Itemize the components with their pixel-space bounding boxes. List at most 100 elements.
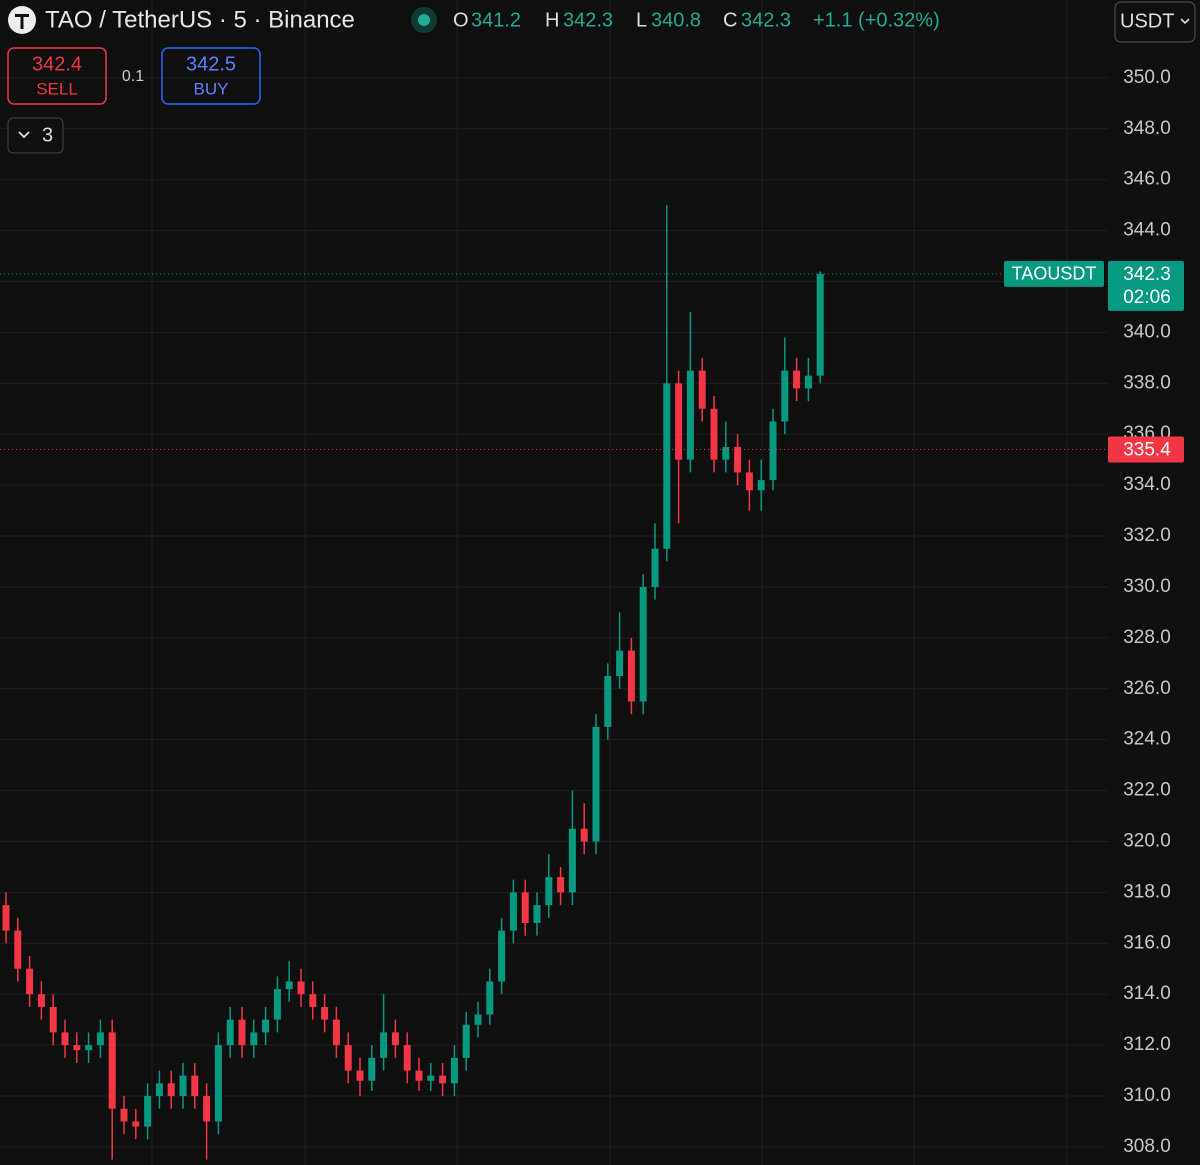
candle-body	[533, 905, 541, 923]
chevron	[18, 131, 30, 139]
candle-body	[49, 1006, 57, 1033]
candle-body	[380, 1032, 388, 1058]
candle-body	[816, 273, 824, 376]
candle-body	[368, 1057, 376, 1081]
chevron	[1180, 18, 1190, 25]
y-tick-label: 330.0	[1123, 576, 1171, 597]
candle-body	[745, 472, 753, 491]
candle-body	[439, 1075, 447, 1084]
candle-body	[321, 1006, 329, 1020]
sell-price[interactable]: 342.4	[32, 53, 82, 75]
candle-body	[2, 905, 10, 931]
y-tick-label: 338.0	[1123, 372, 1171, 393]
ohlc-label: O	[453, 9, 469, 31]
candle-body	[309, 994, 317, 1007]
sell-label[interactable]: SELL	[36, 79, 78, 98]
indicator-count[interactable]: 3	[42, 124, 53, 146]
candle-body	[663, 383, 671, 549]
symbol-tag-label: TAOUSDT	[1012, 264, 1097, 284]
candle-body	[14, 930, 22, 969]
indicators-toggle[interactable]	[7, 117, 64, 154]
candle-body	[415, 1070, 423, 1081]
candle-body	[120, 1108, 128, 1122]
candle-body	[37, 994, 45, 1007]
candle-body	[297, 981, 305, 995]
marker-label: 335.4	[1123, 440, 1171, 461]
candle-body	[675, 383, 683, 460]
marker-tag	[1108, 436, 1184, 463]
candle-body	[722, 446, 730, 460]
ohlc-value: 340.8	[651, 9, 701, 31]
y-tick-label: 308.0	[1123, 1136, 1171, 1157]
candle-body	[686, 370, 694, 460]
y-tick-label: 320.0	[1123, 831, 1171, 852]
candle-body	[616, 650, 624, 677]
buy-price[interactable]: 342.5	[186, 53, 236, 75]
candle-body	[427, 1075, 435, 1081]
candle-body	[462, 1024, 470, 1058]
y-tick-label: 310.0	[1123, 1085, 1171, 1106]
y-tick-label: 346.0	[1123, 169, 1171, 190]
y-tick-label: 348.0	[1123, 118, 1171, 139]
y-tick-label: 324.0	[1123, 729, 1171, 750]
candle-body	[557, 877, 565, 893]
symbol-tag	[1004, 260, 1104, 287]
candle-body	[580, 828, 588, 842]
candle-body	[627, 650, 635, 702]
last-price-label: 342.3	[1123, 264, 1171, 285]
y-tick-label: 314.0	[1123, 983, 1171, 1004]
candle-body	[155, 1083, 163, 1097]
candle-body	[639, 586, 647, 702]
last-price-tag	[1108, 260, 1184, 311]
ohlc-value: 342.3	[563, 9, 613, 31]
candle-body	[651, 548, 659, 587]
candle-body	[793, 370, 801, 389]
candle-body	[450, 1057, 458, 1084]
change: +1.1 (+0.32%)	[813, 9, 940, 31]
candle-body	[332, 1019, 340, 1046]
candle-body	[167, 1083, 175, 1097]
candle-body	[285, 981, 293, 990]
logo-glyph	[15, 14, 29, 29]
y-tick-label: 322.0	[1123, 780, 1171, 801]
candle-body	[203, 1096, 211, 1122]
candle-body	[356, 1070, 364, 1081]
candle-body	[132, 1121, 140, 1127]
candle-body	[61, 1032, 69, 1046]
candle-body	[191, 1075, 199, 1097]
candle-body	[545, 877, 553, 906]
candle-body	[804, 375, 812, 389]
status-dot	[418, 14, 430, 26]
y-tick-label: 312.0	[1123, 1034, 1171, 1055]
candle-body	[757, 480, 765, 491]
sell-button[interactable]	[7, 47, 107, 105]
candle-body	[85, 1045, 93, 1051]
y-tick-label: 340.0	[1123, 321, 1171, 342]
countdown: 02:06	[1123, 287, 1171, 308]
buy-label[interactable]: BUY	[194, 79, 229, 98]
candle-body	[474, 1014, 482, 1025]
candle-body	[521, 892, 529, 923]
candle-body	[344, 1045, 352, 1071]
candle-body	[226, 1019, 234, 1046]
candle-body	[592, 726, 600, 842]
candle-body	[273, 989, 281, 1020]
candle-body	[498, 930, 506, 982]
currency[interactable]: USDT	[1120, 10, 1174, 32]
candle-body	[604, 676, 612, 727]
y-tick-label: 316.0	[1123, 932, 1171, 953]
y-tick-label: 326.0	[1123, 678, 1171, 699]
ohlc-label: H	[545, 9, 559, 31]
candle-body	[734, 446, 742, 473]
buy-button[interactable]	[161, 47, 261, 105]
candle-body	[391, 1032, 399, 1046]
y-tick-label: 350.0	[1123, 67, 1171, 88]
candle-body	[144, 1096, 152, 1127]
ohlc-label: C	[723, 9, 737, 31]
candle-body	[214, 1045, 222, 1122]
candle-body	[769, 421, 777, 481]
symbol-title: TAO / TetherUS · 5 · Binance	[45, 6, 355, 33]
currency-button[interactable]	[1114, 1, 1196, 43]
